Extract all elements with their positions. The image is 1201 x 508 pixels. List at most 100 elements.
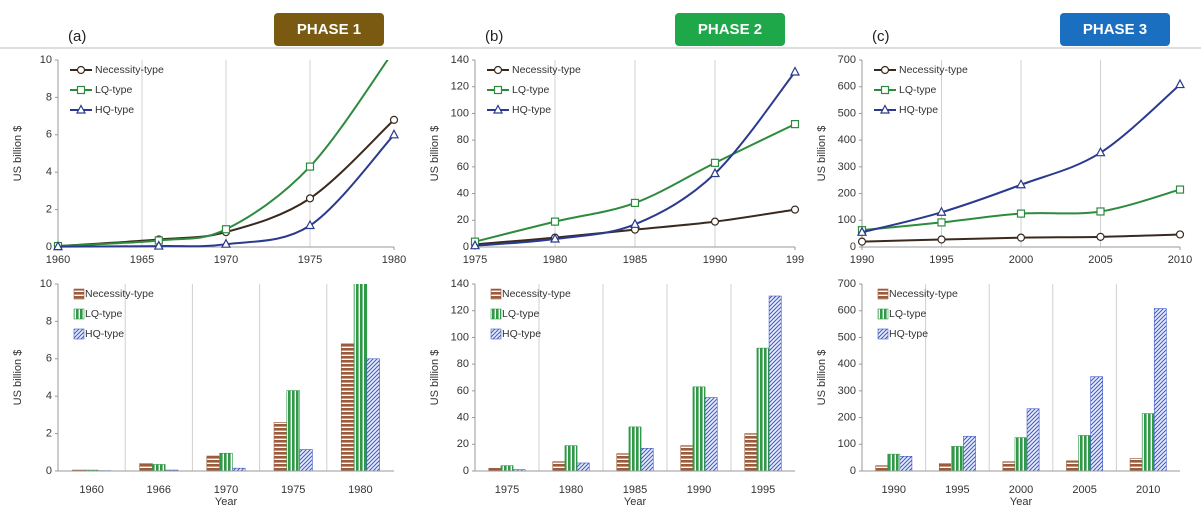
bar [139, 463, 153, 471]
legend-label: HQ-type [85, 328, 124, 340]
bar [680, 445, 694, 471]
phase-badge [274, 13, 384, 46]
x-tick-label: 1995 [929, 254, 953, 266]
legend-label: HQ-type [95, 104, 134, 116]
y-tick-label: 400 [838, 358, 856, 370]
x-axis-title: Year [624, 496, 647, 508]
legend-swatch [877, 328, 889, 340]
y-tick-label: 140 [451, 54, 469, 66]
x-tick-label: 199 [786, 254, 804, 266]
legend-swatch [490, 288, 502, 300]
phase-badge [1060, 13, 1170, 46]
x-tick-label: 2005 [1088, 254, 1112, 266]
legend-swatch [490, 308, 502, 320]
legend-marker [880, 65, 890, 75]
bar [564, 445, 578, 471]
line-marker [1095, 146, 1106, 157]
x-tick-label: 1960 [46, 254, 70, 266]
line-marker [550, 217, 560, 226]
x-tick-label: 1980 [543, 254, 567, 266]
x-tick-label: 1995 [751, 484, 775, 496]
x-tick-label: 1985 [623, 484, 647, 496]
line-marker [857, 237, 867, 246]
series-line [474, 71, 796, 247]
plot-area [488, 295, 782, 471]
y-tick-label: 60 [457, 161, 469, 173]
line-marker [857, 226, 867, 236]
legend-marker [493, 85, 503, 95]
bar [273, 422, 288, 471]
y-tick-label: 4 [46, 166, 52, 178]
x-tick-label: 1975 [298, 254, 322, 266]
phase-badge-text: PHASE 3 [1083, 21, 1147, 38]
legend-marker [880, 104, 890, 114]
bar [552, 461, 566, 471]
bar [938, 463, 952, 471]
y-tick-label: 10 [40, 54, 52, 66]
x-tick-label: 1980 [382, 254, 406, 266]
y-tick-label: 0 [46, 241, 52, 253]
bar [286, 390, 300, 471]
line-marker [470, 239, 480, 250]
y-tick-label: 4 [46, 390, 52, 402]
plot-area [72, 284, 380, 471]
y-tick-label: 0 [46, 465, 52, 477]
bar [963, 435, 976, 471]
x-tick-label: 1960 [79, 484, 103, 496]
y-tick-label: 8 [46, 315, 52, 327]
line-marker [630, 218, 640, 228]
y-tick-label: 40 [457, 187, 469, 199]
y-tick-label: 300 [838, 161, 856, 173]
bar [1026, 408, 1040, 471]
y-tick-label: 400 [838, 134, 856, 146]
y-tick-label: 300 [838, 385, 856, 397]
legend-label: Necessity-type [502, 288, 571, 300]
phase-badge-text: PHASE 1 [297, 21, 361, 38]
x-tick-label: 1966 [147, 484, 171, 496]
line-marker [1016, 233, 1026, 242]
line-marker [1096, 232, 1105, 241]
legend-label: Necessity-type [95, 64, 164, 76]
y-axis-title: US billion $ [816, 350, 828, 406]
y-tick-label: 100 [451, 331, 469, 343]
legend-label: Necessity-type [512, 64, 581, 76]
y-tick-label: 700 [838, 278, 856, 290]
y-tick-label: 20 [457, 438, 469, 450]
plot-area [857, 78, 1185, 246]
y-tick-label: 200 [838, 187, 856, 199]
y-tick-label: 6 [46, 353, 52, 365]
line-marker [1016, 178, 1026, 189]
bar [616, 453, 630, 471]
legend-label: Necessity-type [889, 288, 958, 300]
y-tick-label: 80 [457, 134, 469, 146]
line-marker [710, 217, 720, 226]
line-marker [710, 167, 720, 178]
y-tick-label: 40 [457, 411, 469, 423]
y-tick-label: 600 [838, 305, 856, 317]
y-tick-label: 2 [46, 204, 52, 216]
line-marker [790, 66, 800, 76]
bar [899, 456, 913, 471]
x-tick-label: 2010 [1168, 254, 1192, 266]
legend-label: HQ-type [899, 104, 938, 116]
legend-label: LQ-type [85, 308, 123, 320]
line-marker [305, 194, 315, 203]
line-marker [389, 115, 399, 124]
bar [704, 397, 718, 471]
bar [232, 467, 246, 471]
x-tick-label: 1975 [495, 484, 519, 496]
legend-swatch [877, 288, 889, 300]
bar [640, 447, 654, 471]
line-marker [1175, 78, 1185, 89]
bar [887, 453, 901, 471]
line-marker [937, 218, 946, 227]
bar [353, 284, 368, 471]
plot-area [53, 60, 399, 251]
x-tick-label: 1990 [687, 484, 711, 496]
y-axis-title: US billion $ [816, 126, 828, 182]
x-tick-label: 1970 [214, 254, 238, 266]
legend-label: LQ-type [502, 308, 540, 320]
bar [576, 462, 590, 471]
x-tick-label: 1980 [348, 484, 372, 496]
